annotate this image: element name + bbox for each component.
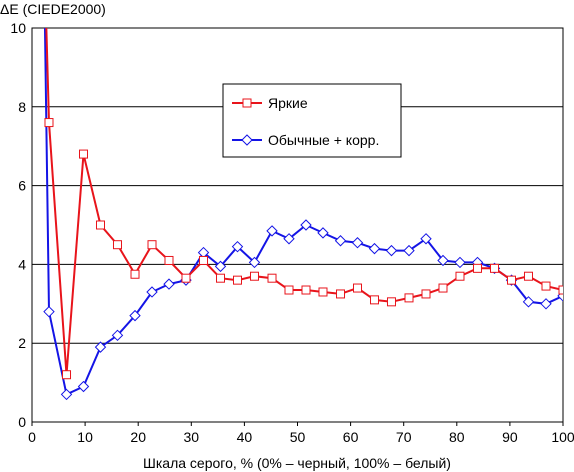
data-point <box>385 244 398 257</box>
legend-marker-0 <box>242 98 252 108</box>
y-tick-label: 10 <box>10 20 26 36</box>
x-tick-label: 40 <box>237 429 253 445</box>
y-tick-label: 6 <box>18 178 26 194</box>
data-point <box>301 285 311 295</box>
x-tick-labels: 0 10 20 30 40 50 60 70 80 90 100 <box>28 422 574 445</box>
data-point <box>147 240 157 250</box>
y-tick-label: 4 <box>18 256 26 272</box>
data-point <box>248 256 261 269</box>
x-tick-label: 60 <box>343 429 359 445</box>
data-point <box>62 370 72 380</box>
data-point <box>420 233 432 245</box>
data-point <box>403 244 415 257</box>
legend-items: Яркие Обычные + корр. <box>232 95 379 148</box>
data-point <box>351 237 364 249</box>
data-point <box>77 380 90 393</box>
data-point <box>317 227 329 239</box>
data-point <box>454 256 466 269</box>
data-point <box>214 260 227 273</box>
data-point <box>506 275 516 285</box>
data-point <box>540 298 552 310</box>
data-point <box>129 309 141 322</box>
data-point <box>43 305 55 318</box>
data-point <box>490 263 500 273</box>
data-point <box>130 269 140 279</box>
x-axis-title: Шкала серого, % (0% – черный, 100% – бел… <box>143 455 451 471</box>
data-point <box>266 225 278 237</box>
data-point <box>318 287 328 297</box>
data-point <box>199 255 209 265</box>
data-point <box>164 255 174 265</box>
data-point <box>522 296 535 308</box>
data-point <box>232 275 242 285</box>
data-point <box>267 273 277 283</box>
data-point <box>558 285 563 295</box>
series-layer <box>43 28 563 401</box>
data-point <box>95 220 105 230</box>
legend-label-0: Яркие <box>268 95 308 111</box>
data-point <box>541 281 551 291</box>
y-axis-title: ΔE (CIEDE2000) <box>0 1 106 17</box>
series-1 <box>43 28 563 401</box>
data-point <box>146 286 158 298</box>
data-point <box>231 240 244 253</box>
x-tick-label: 90 <box>502 429 518 445</box>
legend-marker-1 <box>241 134 253 146</box>
data-point <box>300 219 312 231</box>
y-tick-labels: 0 2 4 6 8 10 <box>10 20 26 430</box>
data-point <box>368 242 381 255</box>
x-tick-label: 80 <box>449 429 465 445</box>
data-point <box>44 118 54 128</box>
data-point <box>79 149 89 159</box>
data-point <box>523 271 533 281</box>
series-line-0 <box>45 28 563 375</box>
data-point <box>404 293 414 303</box>
data-point <box>386 297 396 307</box>
legend: Яркие Обычные + корр. <box>222 83 402 158</box>
series-line-1 <box>43 28 563 396</box>
data-point <box>216 273 226 283</box>
data-point <box>369 295 379 305</box>
legend-label-1: Обычные + корр. <box>268 132 379 148</box>
y-tick-label: 0 <box>18 414 26 430</box>
data-point <box>112 240 122 250</box>
x-tick-label: 0 <box>28 429 36 445</box>
data-point <box>438 283 448 293</box>
data-point <box>111 329 124 342</box>
data-point <box>421 289 431 299</box>
data-point <box>60 388 73 401</box>
data-point <box>181 273 191 283</box>
data-point <box>249 271 259 281</box>
data-point <box>336 289 346 299</box>
data-point <box>283 233 295 245</box>
y-tick-label: 8 <box>18 99 26 115</box>
x-tick-label: 100 <box>551 429 574 445</box>
series-0 <box>44 28 563 380</box>
data-point <box>353 283 363 293</box>
x-tick-label: 30 <box>184 429 200 445</box>
x-tick-label: 70 <box>396 429 412 445</box>
data-point <box>437 254 449 267</box>
data-point <box>455 271 465 281</box>
data-point <box>163 278 175 290</box>
data-point <box>284 285 294 295</box>
data-point <box>94 341 107 353</box>
data-point <box>334 235 347 247</box>
x-tick-label: 20 <box>130 429 146 445</box>
y-tick-label: 2 <box>18 335 26 351</box>
data-point <box>473 263 483 273</box>
x-tick-label: 10 <box>77 429 93 445</box>
x-tick-label: 50 <box>290 429 306 445</box>
legend-box <box>222 83 402 158</box>
